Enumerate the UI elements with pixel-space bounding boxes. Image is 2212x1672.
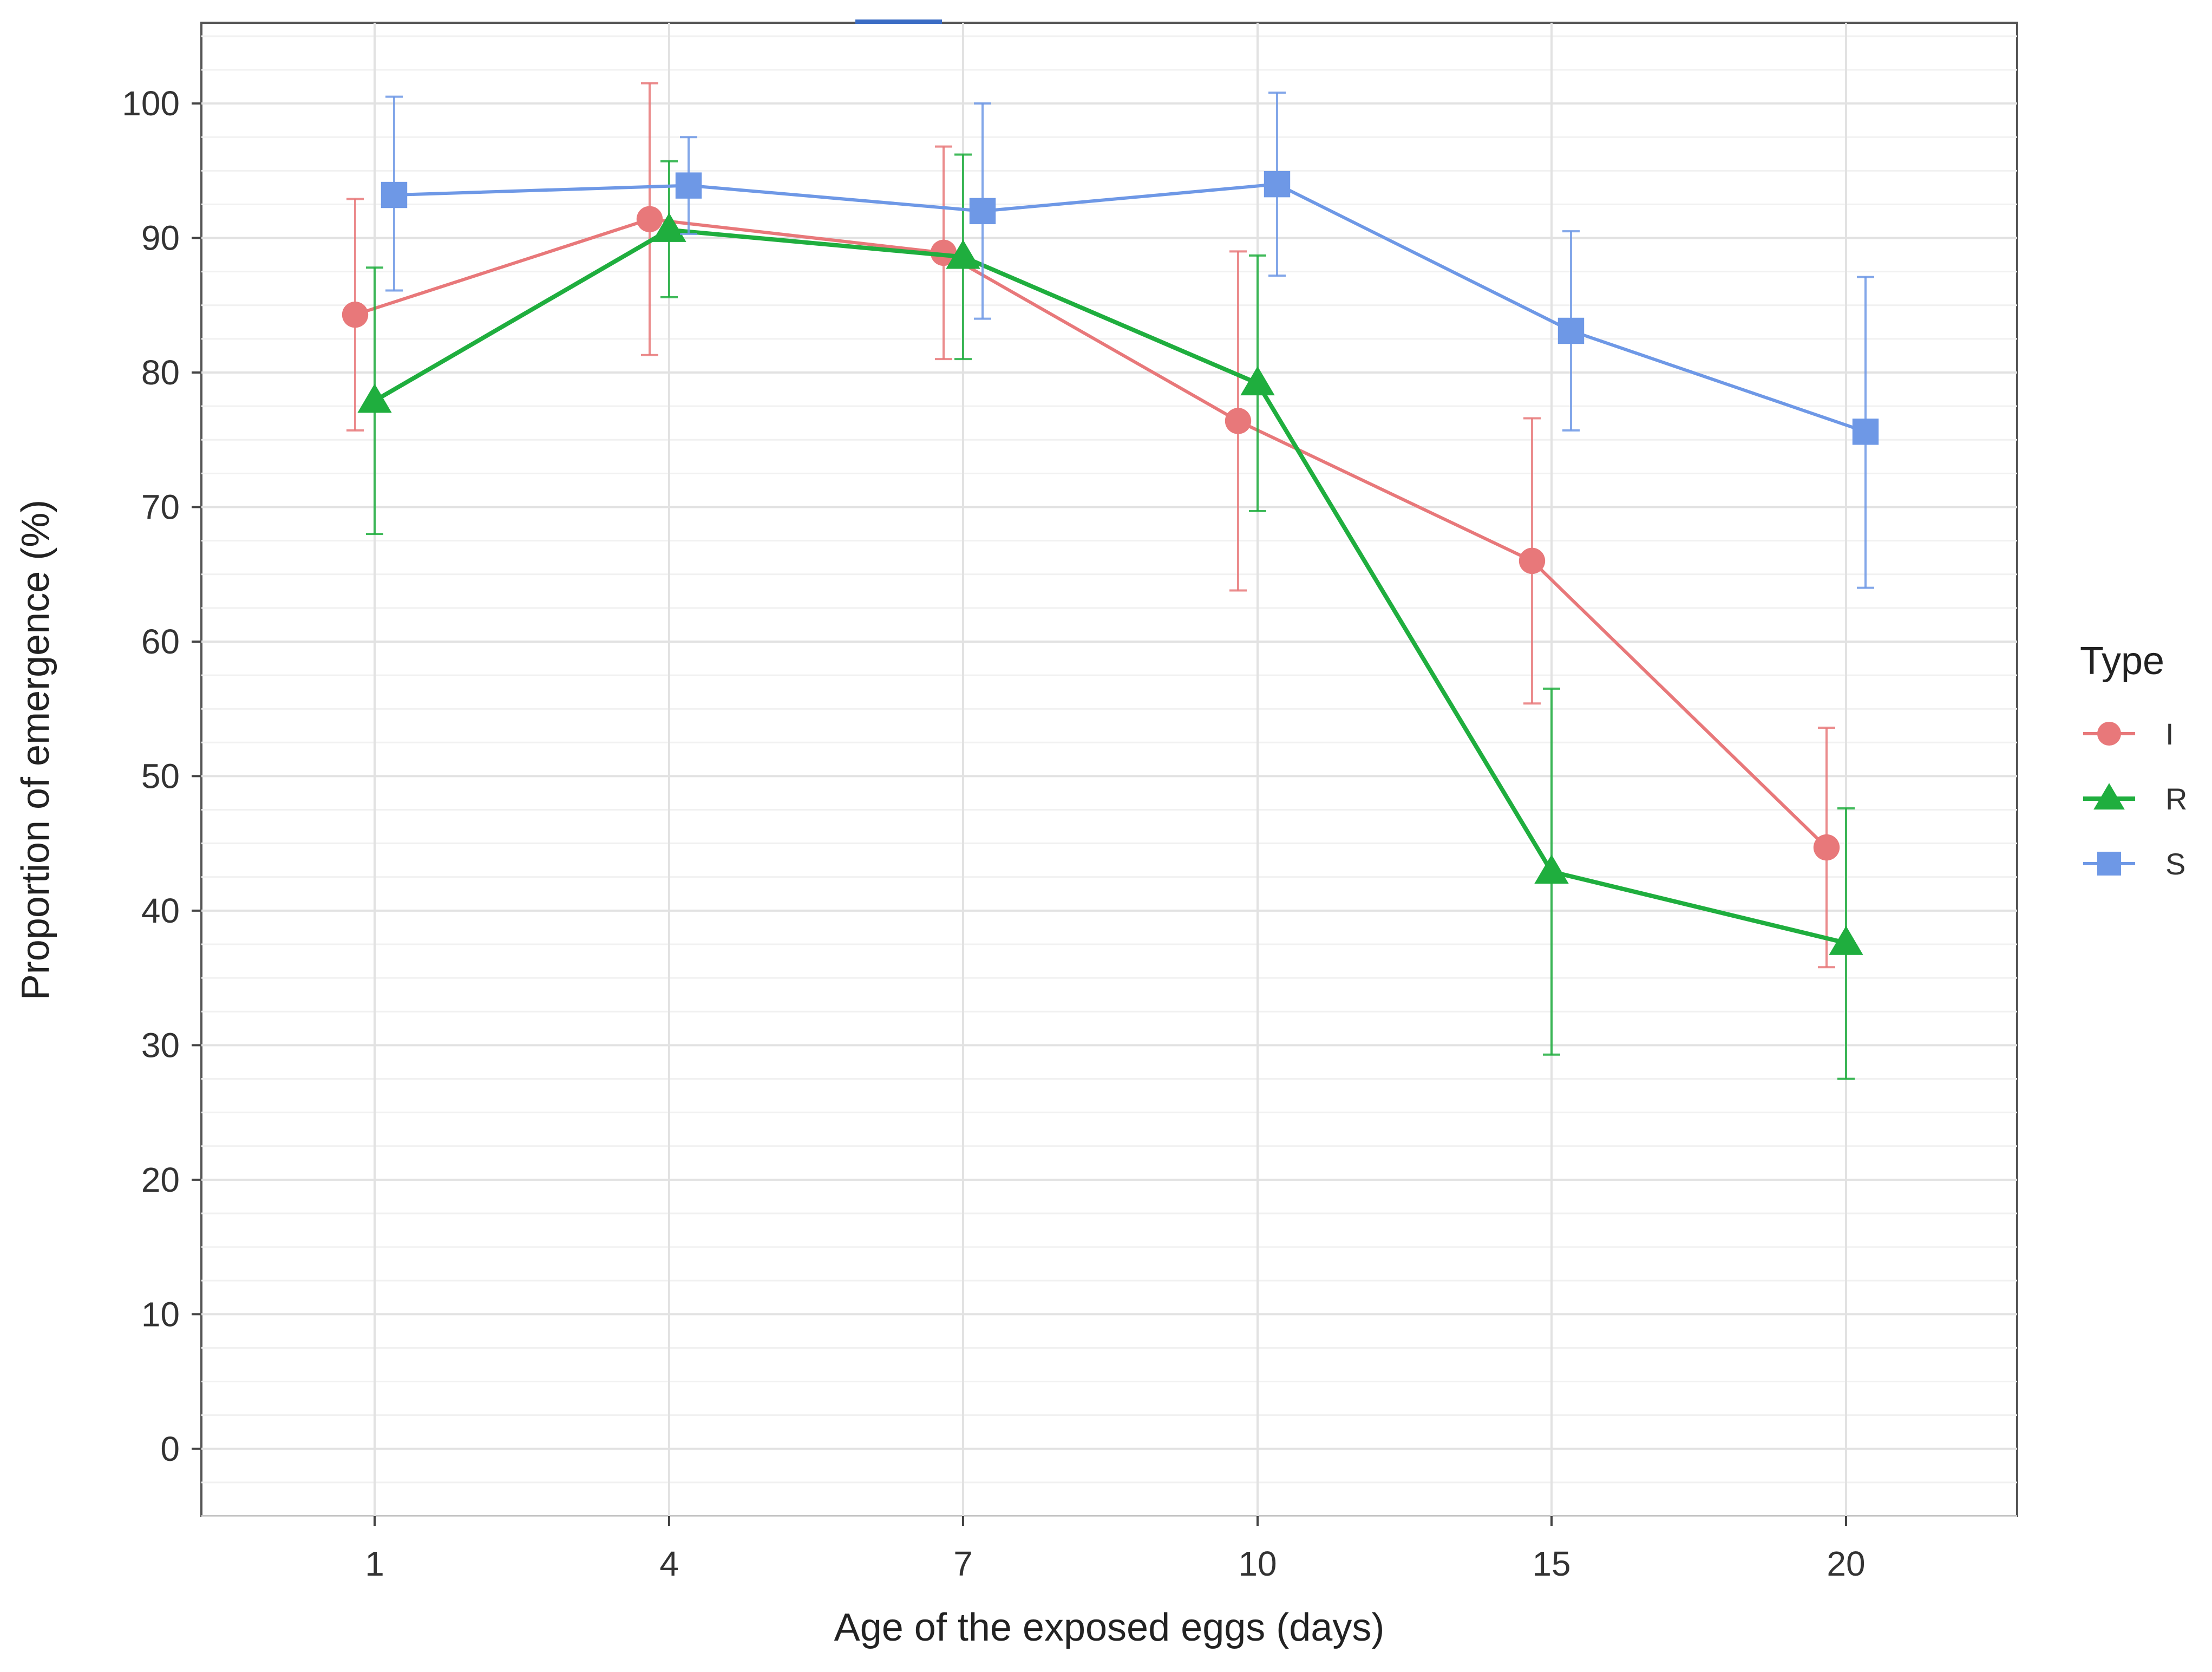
legend-item-s: S [2083,847,2185,881]
x-tick-label: 4 [659,1544,679,1583]
data-point-r [652,212,686,242]
legend-swatch-marker-i [2097,722,2121,746]
data-point-s [1264,171,1291,198]
data-point-s [1557,317,1585,344]
y-tick-label: 30 [141,1026,180,1064]
legend-swatch-marker-r [2093,783,2125,810]
legend-item-r: R [2083,782,2187,816]
data-point-s [969,198,996,225]
legend-label-r: R [2165,782,2187,816]
legend: Type IRS [2080,639,2187,881]
data-point-i [1225,408,1252,434]
y-tick-label: 0 [160,1429,180,1468]
data-point-i [636,206,663,232]
data-point-s [675,172,702,199]
x-tick-label: 20 [1827,1544,1865,1583]
data-point-i [930,239,957,266]
y-tick-label: 60 [141,622,180,661]
legend-swatch-marker-s [2097,852,2121,876]
x-axis-title: Age of the exposed eggs (days) [834,1606,1385,1649]
grid-lines [201,23,2017,1517]
x-tick-label: 10 [1238,1544,1277,1583]
series-line-i [355,217,1828,849]
legend-item-i: I [2083,717,2174,751]
series-line-r [373,227,1847,945]
y-tick-label: 20 [141,1160,180,1199]
data-point-i [1519,547,1546,574]
y-tick-label: 80 [141,353,180,392]
y-tick-label: 40 [141,891,180,930]
data-point-r [1240,366,1275,396]
y-axis-title: Proportion of emergence (%) [14,500,57,1000]
data-point-i [1813,834,1840,861]
x-tick-label: 15 [1532,1544,1570,1583]
data-point-r [357,383,392,413]
y-tick-label: 50 [141,756,180,795]
series-s [381,92,1879,589]
x-tick-label: 1 [365,1544,384,1583]
y-tick-label: 70 [141,487,180,526]
data-point-s [1852,419,1879,445]
data-point-i [342,301,369,328]
y-tick-label: 90 [141,219,180,258]
series-i [342,82,1840,969]
series-line-s [394,182,1866,434]
series-layer [342,82,1879,1080]
x-tick-label: 7 [953,1544,973,1583]
series-r [357,153,1863,1080]
legend-label-s: S [2165,847,2185,881]
x-axis: 1 4 7 10 15 20 [365,1516,1866,1583]
y-tick-label: 10 [141,1295,180,1334]
legend-title: Type [2080,639,2164,683]
data-point-r [946,239,980,269]
legend-label-i: I [2165,717,2174,751]
y-tick-label: 100 [122,84,180,123]
data-point-r [1534,854,1569,884]
y-axis: 0 10 20 30 40 50 60 70 80 90 100 [122,84,201,1468]
data-point-s [381,181,408,208]
panel-top-mark [855,19,942,24]
data-point-r [1829,925,1863,955]
